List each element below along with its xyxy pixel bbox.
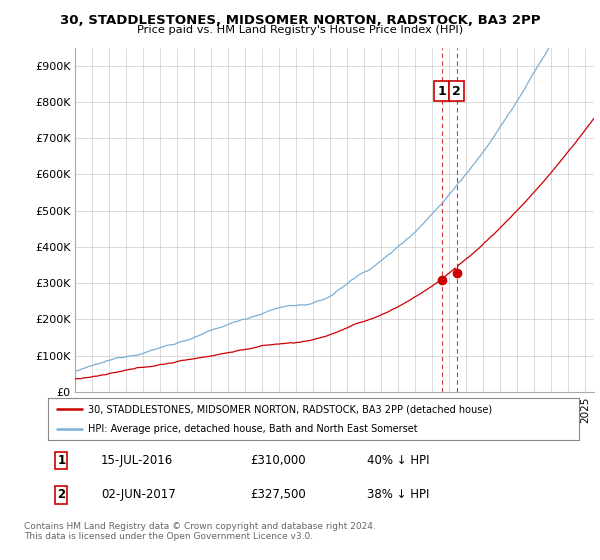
Text: 1: 1 — [437, 85, 446, 97]
Text: 02-JUN-2017: 02-JUN-2017 — [101, 488, 176, 501]
Text: HPI: Average price, detached house, Bath and North East Somerset: HPI: Average price, detached house, Bath… — [88, 424, 418, 433]
Text: 40% ↓ HPI: 40% ↓ HPI — [367, 454, 429, 467]
Text: £327,500: £327,500 — [250, 488, 305, 501]
Text: 30, STADDLESTONES, MIDSOMER NORTON, RADSTOCK, BA3 2PP (detached house): 30, STADDLESTONES, MIDSOMER NORTON, RADS… — [88, 404, 492, 414]
Text: 2: 2 — [57, 488, 65, 501]
Text: 1: 1 — [57, 454, 65, 467]
Text: 38% ↓ HPI: 38% ↓ HPI — [367, 488, 429, 501]
Text: 15-JUL-2016: 15-JUL-2016 — [101, 454, 173, 467]
Text: 2: 2 — [452, 85, 461, 97]
Text: Price paid vs. HM Land Registry's House Price Index (HPI): Price paid vs. HM Land Registry's House … — [137, 25, 463, 35]
Text: 30, STADDLESTONES, MIDSOMER NORTON, RADSTOCK, BA3 2PP: 30, STADDLESTONES, MIDSOMER NORTON, RADS… — [60, 14, 540, 27]
Text: £310,000: £310,000 — [250, 454, 305, 467]
Text: Contains HM Land Registry data © Crown copyright and database right 2024.
This d: Contains HM Land Registry data © Crown c… — [24, 522, 376, 542]
